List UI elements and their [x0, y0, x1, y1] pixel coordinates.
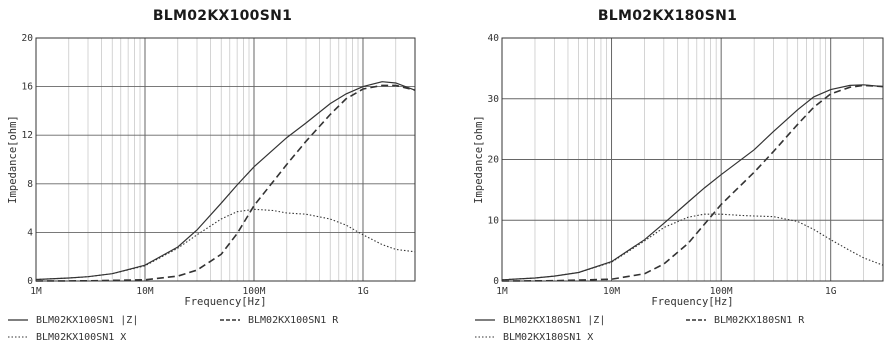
- y-tick-label: 30: [488, 94, 500, 105]
- x-tick-label: 10M: [136, 286, 153, 297]
- y-tick-label: 0: [27, 276, 33, 287]
- y-tick-label: 10: [488, 215, 500, 226]
- y-tick-label: 40: [488, 33, 500, 44]
- series-line-dashed: [501, 84, 884, 282]
- x-tick-label: 1M: [30, 286, 42, 297]
- plot-frame: [35, 37, 416, 282]
- chart-180sn1: 0 10 20 30 40 1M 10M 100M 1G Frequency[Hz] Impedan…: [473, 33, 884, 343]
- legend-label: BLM02KX180SN1 |Z|: [503, 315, 605, 326]
- series-line-dotted: [501, 213, 884, 281]
- y-tick-label: 8: [27, 179, 33, 190]
- legend-label: BLM02KX180SN1 X: [503, 332, 593, 343]
- legend-label: BLM02KX180SN1 R: [714, 315, 805, 326]
- y-tick-label: 0: [493, 276, 499, 287]
- series-line-solid: [35, 81, 416, 281]
- x-tick-label: 1M: [496, 286, 508, 297]
- chart-100sn1: 0 4 8 12 16 20 1M 10M 100M 1G Frequency[Hz] Impedan…: [7, 33, 416, 343]
- x-tick-label: 1G: [357, 286, 369, 297]
- series-line-dashed: [35, 84, 416, 282]
- x-tick-label: 1G: [825, 286, 837, 297]
- x-tick-label: 100M: [243, 286, 266, 297]
- y-axis-label: Impedance[ohm]: [7, 115, 19, 204]
- y-tick-label: 20: [488, 155, 500, 166]
- y-tick-label: 4: [27, 227, 33, 238]
- legend-label: BLM02KX100SN1 R: [248, 315, 339, 326]
- plot-frame: [501, 37, 884, 282]
- y-axis-label: Impedance[ohm]: [473, 115, 485, 204]
- legend-label: BLM02KX100SN1 X: [36, 332, 126, 343]
- y-tick-label: 12: [22, 130, 33, 141]
- x-tick-label: 100M: [710, 286, 733, 297]
- chart-title-blm02kx100sn1: BLM02KX100SN1: [152, 8, 293, 24]
- y-tick-label: 20: [22, 33, 34, 44]
- x-tick-label: 10M: [603, 286, 620, 297]
- series-line-dotted: [35, 208, 416, 281]
- series-line-solid: [501, 84, 884, 281]
- legend-label: BLM02KX100SN1 |Z|: [36, 315, 138, 326]
- x-axis-label: Frequency[Hz]: [651, 296, 733, 308]
- chart-title-blm02kx180sn1: BLM02KX180SN1: [597, 8, 738, 24]
- y-tick-label: 16: [22, 82, 34, 93]
- x-axis-label: Frequency[Hz]: [184, 296, 266, 308]
